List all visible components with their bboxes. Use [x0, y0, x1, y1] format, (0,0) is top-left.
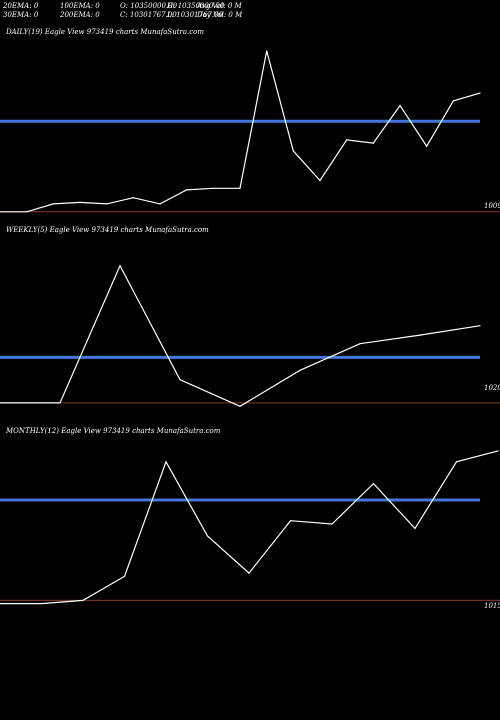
weekly-price-label: 1020 — [484, 384, 500, 392]
daily-price-line — [0, 50, 481, 213]
weekly-point — [299, 369, 301, 371]
monthly-point — [497, 450, 499, 452]
daily-chart: DAILY(19) Eagle View 973419 charts Munaf… — [0, 28, 500, 213]
day-vol-label: Day Vol: 0 M — [197, 11, 243, 19]
monthly-point — [289, 520, 292, 522]
daily-point — [426, 145, 428, 147]
weekly-chart: WEEKLY(5) Eagle View 973419 charts Munaf… — [0, 226, 500, 407]
weekly-point — [0, 402, 1, 404]
monthly-point — [82, 599, 84, 601]
monthly-point — [331, 523, 333, 525]
close-label: C: 10301767.00 — [120, 11, 177, 19]
monthly-point — [455, 461, 458, 463]
daily-point — [346, 139, 348, 141]
monthly-point — [206, 535, 209, 537]
monthly-price-label: 1015 — [484, 602, 500, 610]
monthly-chart: MONTHLY(12) Eagle View 973419 charts Mun… — [0, 427, 500, 610]
daily-point — [26, 211, 28, 213]
weekly-price-line — [0, 264, 481, 407]
daily-point — [159, 203, 161, 205]
daily-point — [452, 100, 454, 102]
monthly-point — [414, 527, 416, 529]
daily-point — [132, 197, 134, 199]
daily-point — [479, 92, 481, 94]
daily-point — [372, 142, 374, 144]
monthly-point — [248, 572, 250, 574]
weekly-point — [359, 343, 361, 345]
monthly-title: MONTHLY(12) Eagle View 973419 charts Mun… — [5, 427, 221, 435]
ema100-label: 100EMA: 0 — [60, 2, 100, 10]
daily-point — [399, 105, 401, 107]
monthly-point — [0, 603, 1, 605]
high-label: H: 10350000.00 — [167, 2, 225, 10]
ema200-label: 200EMA: 0 — [60, 11, 100, 19]
daily-price-label: 1009 — [484, 202, 500, 210]
daily-point — [52, 203, 54, 205]
monthly-point — [123, 575, 126, 577]
daily-point — [292, 150, 294, 152]
daily-point — [319, 179, 321, 182]
weekly-title: WEEKLY(5) Eagle View 973419 charts Munaf… — [6, 226, 209, 234]
daily-title: DAILY(19) Eagle View 973419 charts Munaf… — [5, 28, 204, 36]
monthly-point — [40, 603, 43, 605]
open-label: O: 10350000.00 — [120, 2, 178, 10]
daily-point — [0, 211, 1, 213]
weekly-point — [119, 265, 121, 267]
monthly-point — [372, 483, 375, 485]
daily-point — [266, 50, 268, 52]
daily-point — [106, 203, 108, 205]
weekly-point — [59, 402, 61, 404]
monthly-price-line — [0, 450, 499, 605]
daily-point — [79, 201, 81, 203]
monthly-point — [165, 461, 167, 463]
ema30-label: 30EMA: 0 — [3, 11, 39, 19]
weekly-point — [479, 325, 481, 327]
daily-point — [239, 187, 241, 189]
weekly-point — [179, 379, 181, 381]
weekly-point — [239, 405, 241, 407]
daily-point — [186, 189, 188, 191]
daily-point — [212, 187, 214, 189]
weekly-point — [419, 334, 421, 336]
avg-vol-label: Avg Vol: 0 M — [197, 2, 242, 10]
low-label: L: 10301767.00 — [167, 11, 223, 19]
ema20-label: 20EMA: 0 — [3, 2, 39, 10]
